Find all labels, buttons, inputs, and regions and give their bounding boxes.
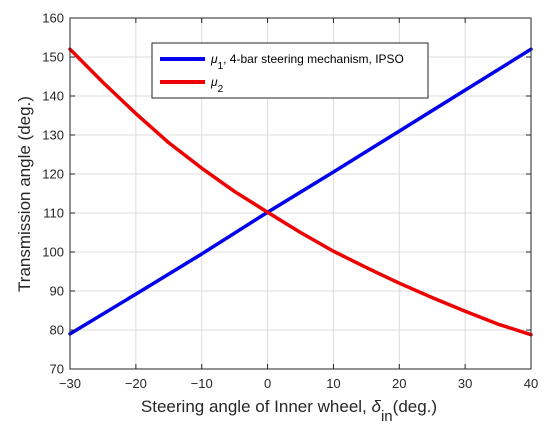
series-line-mu1	[68, 47, 533, 336]
x-tick-label: 30	[458, 376, 472, 391]
x-tick-label: 0	[264, 376, 271, 391]
x-axis-ticks: −30 −20 −10 0 10 20 30 40	[59, 18, 538, 391]
x-tick-label: −30	[59, 376, 81, 391]
legend: μ1, 4-bar steering mechanism, IPSO μ2	[151, 42, 429, 99]
plot-frame	[69, 17, 532, 370]
y-tick-label: 110	[43, 206, 64, 221]
x-tick-label: 40	[524, 376, 538, 391]
y-tick-label: 140	[42, 89, 64, 104]
series-layer	[68, 47, 533, 337]
series-line-mu2	[68, 47, 533, 337]
legend-box	[151, 42, 429, 99]
y-tick-label: 130	[42, 128, 64, 143]
y-tick-label: 80	[50, 323, 64, 338]
y-tick-label: 120	[42, 167, 64, 182]
x-tick-label: −20	[125, 376, 147, 391]
y-axis-ticks: 70 80 90 100 110 120 130 140 150 160	[42, 11, 531, 377]
y-tick-label: 90	[50, 284, 64, 299]
x-tick-label: −10	[191, 376, 213, 391]
y-tick-label: 70	[50, 362, 64, 377]
x-axis-label: Steering angle of Inner wheel, δin(deg.)	[141, 397, 437, 425]
y-tick-label: 150	[42, 50, 64, 65]
legend-label-mu2: μ2	[210, 75, 224, 95]
y-axis-label: Transmission angle (deg.)	[15, 96, 34, 292]
x-tick-label: 20	[392, 376, 406, 391]
x-tick-label: 10	[326, 376, 340, 391]
y-tick-label: 100	[42, 245, 64, 260]
legend-label-mu1: μ1, 4-bar steering mechanism, IPSO	[210, 52, 404, 72]
y-tick-label: 160	[42, 11, 64, 26]
